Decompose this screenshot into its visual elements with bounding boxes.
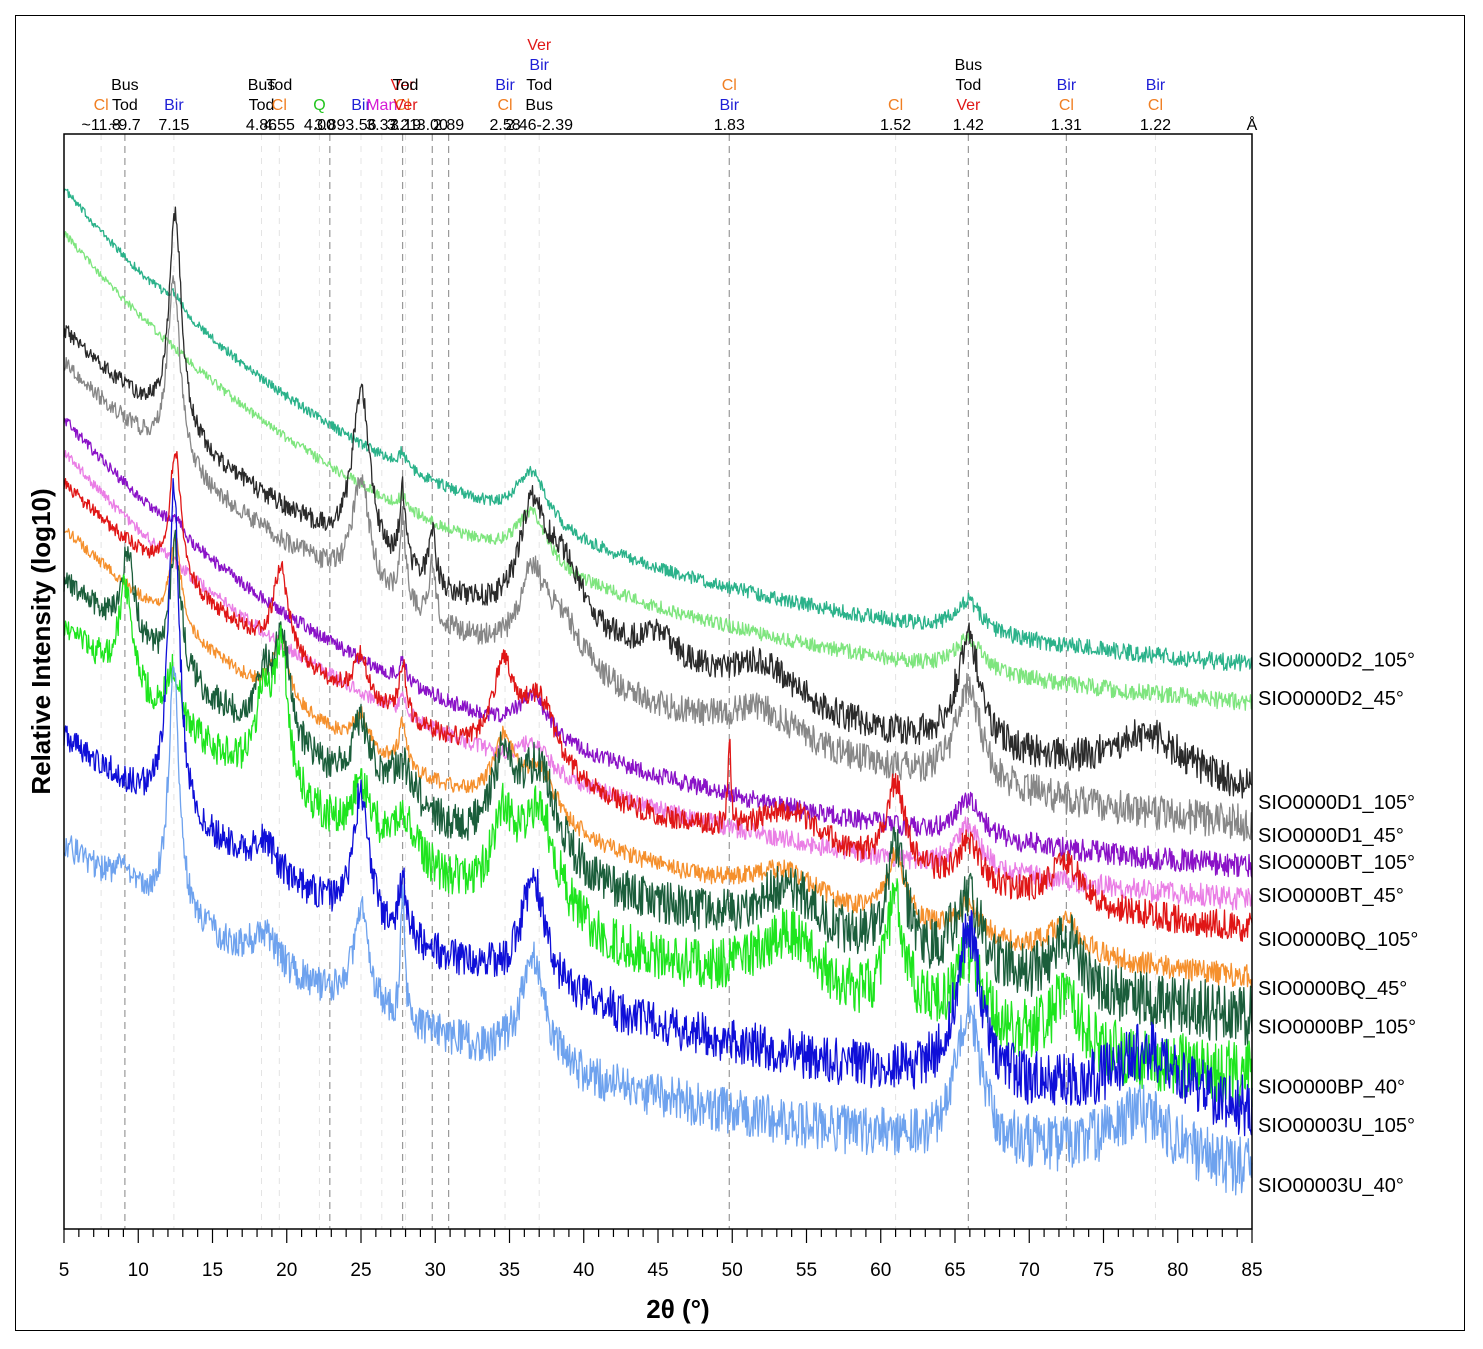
series-label: SIO0000BP_105° <box>1258 1016 1416 1038</box>
x-tick-label: 10 <box>128 1260 149 1281</box>
spectrum-line <box>63 417 1253 878</box>
peak-mineral-label: Tod <box>955 77 981 94</box>
peak-d-spacing: ~11.8 <box>81 117 120 134</box>
series-label: SIO00003U_105° <box>1258 1115 1415 1137</box>
peak-d-spacing: 3.37 <box>366 117 397 134</box>
peak-d-spacing: 7.15 <box>158 117 189 134</box>
spectrum-line <box>63 477 1253 1137</box>
spectrum-line <box>63 574 1253 1108</box>
peak-mineral-label: Cl <box>1059 97 1074 114</box>
spectrum-line <box>63 275 1253 842</box>
peak-d-spacing: 3.19 <box>390 117 421 134</box>
peak-d-spacing: ~9.7 <box>109 117 141 134</box>
peak-mineral-label: Bir <box>719 97 739 114</box>
peak-mineral-label: Bus <box>111 77 139 94</box>
x-tick-label: 35 <box>499 1260 520 1281</box>
x-tick-label: 5 <box>59 1260 70 1281</box>
peak-d-spacing: 1.22 <box>1140 117 1171 134</box>
x-tick-label: 55 <box>796 1260 817 1281</box>
peak-d-spacing: 1.31 <box>1051 117 1082 134</box>
peak-mineral-label: Cl <box>497 97 512 114</box>
peak-mineral-label: Bir <box>1146 77 1166 94</box>
peak-mineral-label: Bus <box>955 57 983 74</box>
figure-frame <box>15 15 1465 1331</box>
series-label: SIO0000D1_45° <box>1258 825 1404 847</box>
peak-mineral-label: Bir <box>1057 77 1077 94</box>
peak-annotations: ~11.8Cl~9.7BusTod7.15Bir4.86BusTod4.55To… <box>81 37 1171 134</box>
x-axis: 5 10 15 20 25 30 35 40 45 50 55 60 65 70 75 80 85 <box>59 1229 1263 1281</box>
peak-d-spacing: 4.55 <box>264 117 295 134</box>
x-tick-label: 20 <box>276 1260 297 1281</box>
series-label: SIO0000BP_40° <box>1258 1077 1405 1099</box>
peak-mineral-label: Tod <box>266 77 292 94</box>
x-tick-label: 65 <box>944 1260 965 1281</box>
spectra-layer <box>63 188 1253 1196</box>
series-label: SIO0000D2_45° <box>1258 688 1404 710</box>
angstrom-unit-label: Å <box>1247 115 1258 134</box>
x-axis-title: 2θ (°) <box>646 1294 709 1324</box>
spectrum-line <box>63 450 1253 942</box>
x-tick-label: 15 <box>202 1260 223 1281</box>
spectrum-line <box>63 230 1253 711</box>
peak-mineral-label: Tod <box>526 77 552 94</box>
peak-mineral-label: Tod <box>249 97 275 114</box>
spectrum-line <box>63 529 1253 1046</box>
x-tick-label: 45 <box>647 1260 668 1281</box>
y-axis-title: Relative Intensity (log10) <box>26 488 56 794</box>
x-tick-label: 40 <box>573 1260 594 1281</box>
peak-mineral-label: Ver <box>956 97 981 114</box>
peak-mineral-label: Man <box>366 97 397 114</box>
series-label: SIO0000D2_105° <box>1258 650 1415 672</box>
peak-d-spacing: 3.00 <box>417 117 448 134</box>
peak-d-spacing: 3.89 <box>314 117 345 134</box>
spectrum-line <box>63 206 1253 799</box>
x-tick-label: 85 <box>1241 1260 1262 1281</box>
x-tick-label: 25 <box>350 1260 371 1281</box>
peak-mineral-label: Tod <box>112 97 138 114</box>
peak-d-spacing: 2.89 <box>433 117 464 134</box>
peak-mineral-label: Cl <box>722 77 737 94</box>
peak-mineral-label: Cl <box>1148 97 1163 114</box>
x-tick-label: 30 <box>425 1260 446 1281</box>
peak-d-spacing: 1.83 <box>714 117 745 134</box>
peak-d-spacing: 1.52 <box>880 117 911 134</box>
series-label: SIO0000BT_105° <box>1258 852 1415 874</box>
x-tick-label: 70 <box>1019 1260 1040 1281</box>
peak-d-spacing: 3.21 <box>387 117 418 134</box>
peak-mineral-label: Bir <box>529 57 549 74</box>
x-tick-label: 75 <box>1093 1260 1114 1281</box>
peak-mineral-label: Bir <box>351 97 371 114</box>
peak-d-spacing: 2.58 <box>489 117 520 134</box>
series-label: SIO0000BQ_45° <box>1258 978 1407 1000</box>
peak-mineral-label: Bus <box>525 97 553 114</box>
peak-mineral-label: Tod <box>393 77 419 94</box>
peak-d-spacing: 3.56 <box>345 117 376 134</box>
peak-mineral-label: Bus <box>248 77 276 94</box>
x-tick-label: 60 <box>870 1260 891 1281</box>
series-labels: SIO0000D2_105° SIO0000D2_45° SIO0000D1_105… <box>1258 650 1418 1198</box>
peak-mineral-label: Ver <box>394 97 419 114</box>
peak-d-spacing: 4.00 <box>304 117 335 134</box>
x-tick-label: 80 <box>1167 1260 1188 1281</box>
peak-mineral-label: Cl <box>395 97 410 114</box>
peak-mineral-label: Bir <box>495 77 515 94</box>
series-label: SIO00003U_40° <box>1258 1175 1404 1197</box>
peak-mineral-label: Ver <box>391 77 416 94</box>
series-label: SIO0000BQ_105° <box>1258 929 1418 951</box>
peak-mineral-label: Q <box>313 97 325 114</box>
peak-d-spacing: 1.42 <box>953 117 984 134</box>
spectrum-line <box>63 665 1253 1196</box>
peak-d-spacing: 2.46-2.39 <box>505 117 573 134</box>
peak-mineral-label: Ver <box>527 37 552 54</box>
spectrum-line <box>63 188 1253 672</box>
peak-mineral-label: Cl <box>272 97 287 114</box>
series-label: SIO0000BT_45° <box>1258 885 1404 907</box>
peak-d-spacing: 4.86 <box>246 117 277 134</box>
series-label: SIO0000D1_105° <box>1258 792 1415 814</box>
peak-mineral-label: Cl <box>888 97 903 114</box>
x-tick-label: 50 <box>722 1260 743 1281</box>
peak-mineral-label: Cl <box>94 97 109 114</box>
peak-mineral-label: Bir <box>164 97 184 114</box>
